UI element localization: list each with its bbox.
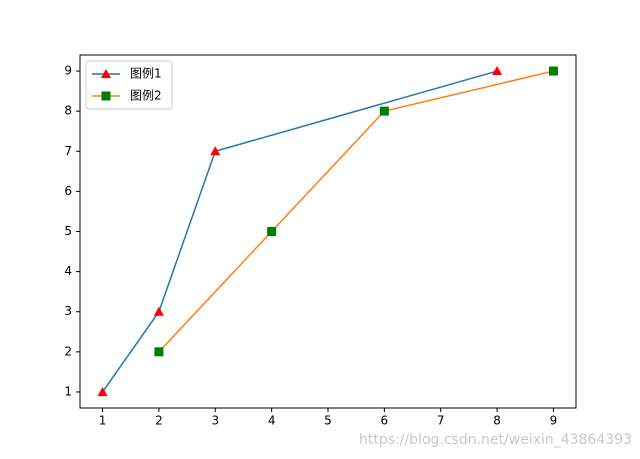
marker <box>153 306 164 316</box>
x-tick-label: 2 <box>155 414 163 428</box>
series-line <box>158 70 554 353</box>
legend-marker <box>101 91 111 101</box>
x-tick-label: 9 <box>550 414 558 428</box>
plot-frame <box>79 54 577 409</box>
x-tick-label: 4 <box>268 414 276 428</box>
legend-label: 图例2 <box>130 89 162 103</box>
y-tick-label: 3 <box>64 304 72 318</box>
y-tick-label: 4 <box>64 264 72 278</box>
y-tick-label: 8 <box>64 104 72 118</box>
legend-marker <box>101 69 111 78</box>
x-tick-label: 7 <box>437 414 445 428</box>
y-tick-label: 9 <box>64 64 72 78</box>
watermark: https://blog.csdn.net/weixin_43864393 <box>359 432 632 448</box>
y-tick-label: 6 <box>64 184 72 198</box>
x-tick-label: 6 <box>381 414 389 428</box>
marker <box>267 227 277 236</box>
y-tick-label: 1 <box>64 384 72 398</box>
marker <box>97 386 108 396</box>
marker <box>548 66 558 76</box>
marker <box>154 347 164 357</box>
x-tick-label: 3 <box>211 414 219 428</box>
marker <box>210 146 221 156</box>
y-tick-label: 7 <box>64 144 72 158</box>
y-tick-label: 2 <box>64 344 72 358</box>
marker <box>492 66 503 76</box>
y-tick-label: 5 <box>64 224 72 238</box>
series-line <box>101 70 498 393</box>
legend-label: 图例1 <box>130 67 162 81</box>
x-tick-label: 5 <box>324 414 332 428</box>
x-tick-label: 1 <box>99 414 107 428</box>
marker <box>379 106 389 116</box>
x-tick-label: 8 <box>493 414 501 428</box>
